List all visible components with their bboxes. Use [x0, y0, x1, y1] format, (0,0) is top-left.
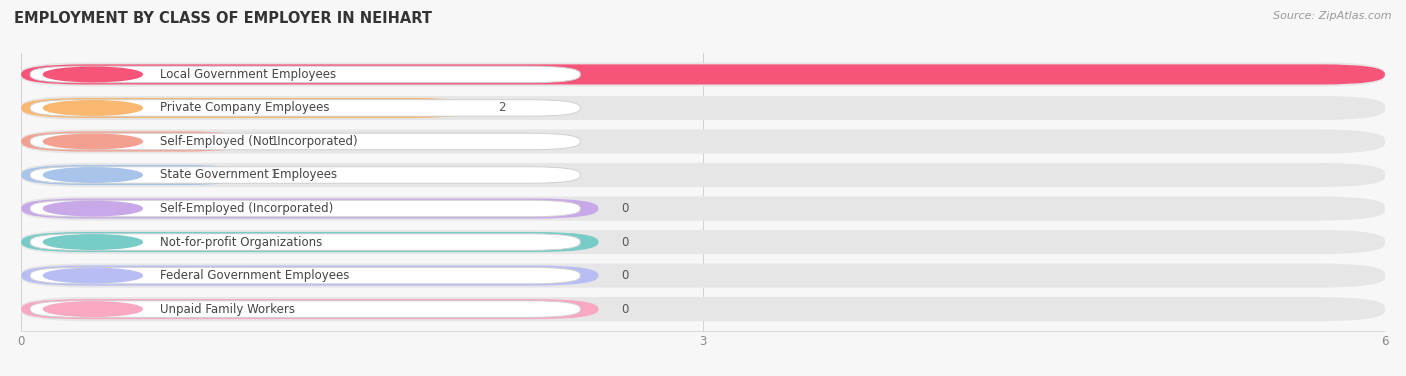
FancyBboxPatch shape — [21, 196, 1385, 221]
FancyBboxPatch shape — [21, 132, 249, 152]
FancyBboxPatch shape — [30, 234, 581, 250]
FancyBboxPatch shape — [21, 232, 599, 252]
FancyBboxPatch shape — [21, 165, 249, 185]
Text: 1: 1 — [271, 135, 278, 148]
Text: 1: 1 — [271, 168, 278, 182]
FancyBboxPatch shape — [21, 265, 599, 286]
FancyBboxPatch shape — [21, 98, 475, 118]
Circle shape — [44, 302, 142, 316]
Text: 0: 0 — [621, 202, 628, 215]
FancyBboxPatch shape — [21, 230, 1385, 254]
Text: 0: 0 — [621, 269, 628, 282]
Circle shape — [44, 201, 142, 216]
Text: 0: 0 — [621, 303, 628, 315]
Circle shape — [44, 235, 142, 249]
Circle shape — [44, 67, 142, 82]
Text: EMPLOYMENT BY CLASS OF EMPLOYER IN NEIHART: EMPLOYMENT BY CLASS OF EMPLOYER IN NEIHA… — [14, 11, 432, 26]
FancyBboxPatch shape — [30, 167, 581, 183]
FancyBboxPatch shape — [21, 62, 1385, 86]
Text: Self-Employed (Incorporated): Self-Employed (Incorporated) — [160, 202, 333, 215]
Text: State Government Employees: State Government Employees — [160, 168, 337, 182]
FancyBboxPatch shape — [21, 264, 1385, 288]
Circle shape — [44, 134, 142, 149]
Text: Federal Government Employees: Federal Government Employees — [160, 269, 350, 282]
FancyBboxPatch shape — [21, 129, 1385, 153]
FancyBboxPatch shape — [21, 199, 599, 218]
FancyBboxPatch shape — [30, 133, 581, 150]
Text: 0: 0 — [621, 235, 628, 249]
Text: Local Government Employees: Local Government Employees — [160, 68, 336, 81]
FancyBboxPatch shape — [21, 299, 599, 319]
FancyBboxPatch shape — [30, 100, 581, 116]
FancyBboxPatch shape — [21, 96, 1385, 120]
FancyBboxPatch shape — [30, 267, 581, 284]
Text: Source: ZipAtlas.com: Source: ZipAtlas.com — [1274, 11, 1392, 21]
FancyBboxPatch shape — [30, 200, 581, 217]
Circle shape — [44, 268, 142, 283]
Text: Not-for-profit Organizations: Not-for-profit Organizations — [160, 235, 323, 249]
Circle shape — [44, 101, 142, 115]
Text: Private Company Employees: Private Company Employees — [160, 102, 330, 114]
FancyBboxPatch shape — [30, 301, 581, 317]
FancyBboxPatch shape — [30, 66, 581, 83]
Text: 2: 2 — [499, 102, 506, 114]
FancyBboxPatch shape — [21, 64, 1385, 85]
Text: Self-Employed (Not Incorporated): Self-Employed (Not Incorporated) — [160, 135, 359, 148]
FancyBboxPatch shape — [21, 163, 1385, 187]
Circle shape — [44, 168, 142, 182]
Text: Unpaid Family Workers: Unpaid Family Workers — [160, 303, 295, 315]
FancyBboxPatch shape — [21, 297, 1385, 321]
